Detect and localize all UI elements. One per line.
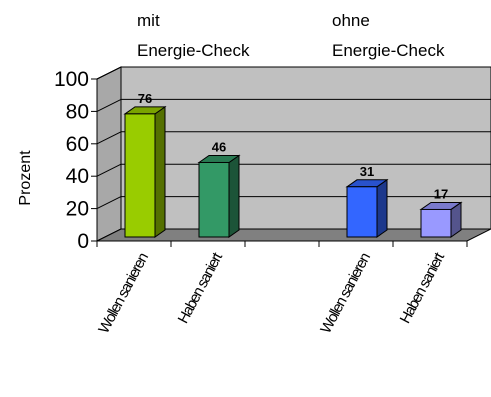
gridline-side	[96, 163, 122, 177]
chart-side-wall	[96, 66, 122, 242]
chart-floor	[96, 228, 491, 242]
bar-side-face	[228, 154, 240, 238]
x-tick-label: Wollen sanieren	[317, 250, 374, 336]
gridline-side	[96, 131, 122, 145]
bar: 46	[197, 139, 241, 238]
group-label-1-line1: mit	[137, 11, 160, 30]
bar-side-face	[376, 178, 388, 238]
x-tick-label: Haben saniert	[175, 249, 227, 326]
gridlines	[96, 66, 491, 210]
bar: 31	[345, 164, 389, 238]
bar-value-label: 76	[138, 91, 152, 106]
y-axis: 0 20 40 60 80 100	[54, 68, 98, 253]
group-label-2-line1: ohne	[332, 11, 370, 30]
gridline-side	[96, 66, 122, 80]
y-tick-label: 40	[66, 165, 89, 188]
y-tick-label: 80	[66, 100, 89, 123]
y-tick-label: 60	[66, 133, 89, 156]
bar-value-label: 31	[360, 164, 374, 179]
gridline-side	[96, 98, 122, 112]
y-axis-title: Prozent	[17, 150, 34, 206]
y-tick-label: 100	[54, 68, 89, 91]
bar-front-face	[124, 113, 156, 238]
y-tick-label: 0	[77, 230, 89, 253]
bar: 76	[123, 91, 167, 238]
x-tick-label: Haben saniert	[397, 249, 449, 326]
bar-value-label: 46	[212, 139, 226, 154]
group-label-1-line2: Energie-Check	[137, 41, 250, 60]
bar-front-face	[346, 186, 378, 238]
bar-value-label: 17	[434, 186, 448, 201]
bar-front-face	[198, 161, 230, 238]
x-axis: Wollen sanieren Haben saniert Wollen sanie…	[95, 241, 468, 336]
group-label-2-line2: Energie-Check	[332, 41, 445, 60]
bar-front-face	[420, 208, 452, 238]
bar: 17	[419, 186, 463, 238]
bar-side-face	[154, 105, 166, 238]
x-tick-label: Wollen sanieren	[95, 250, 152, 336]
bars: 76 46 31 17	[123, 91, 463, 238]
gridline-side	[96, 196, 122, 210]
y-tick-label: 20	[66, 198, 89, 221]
